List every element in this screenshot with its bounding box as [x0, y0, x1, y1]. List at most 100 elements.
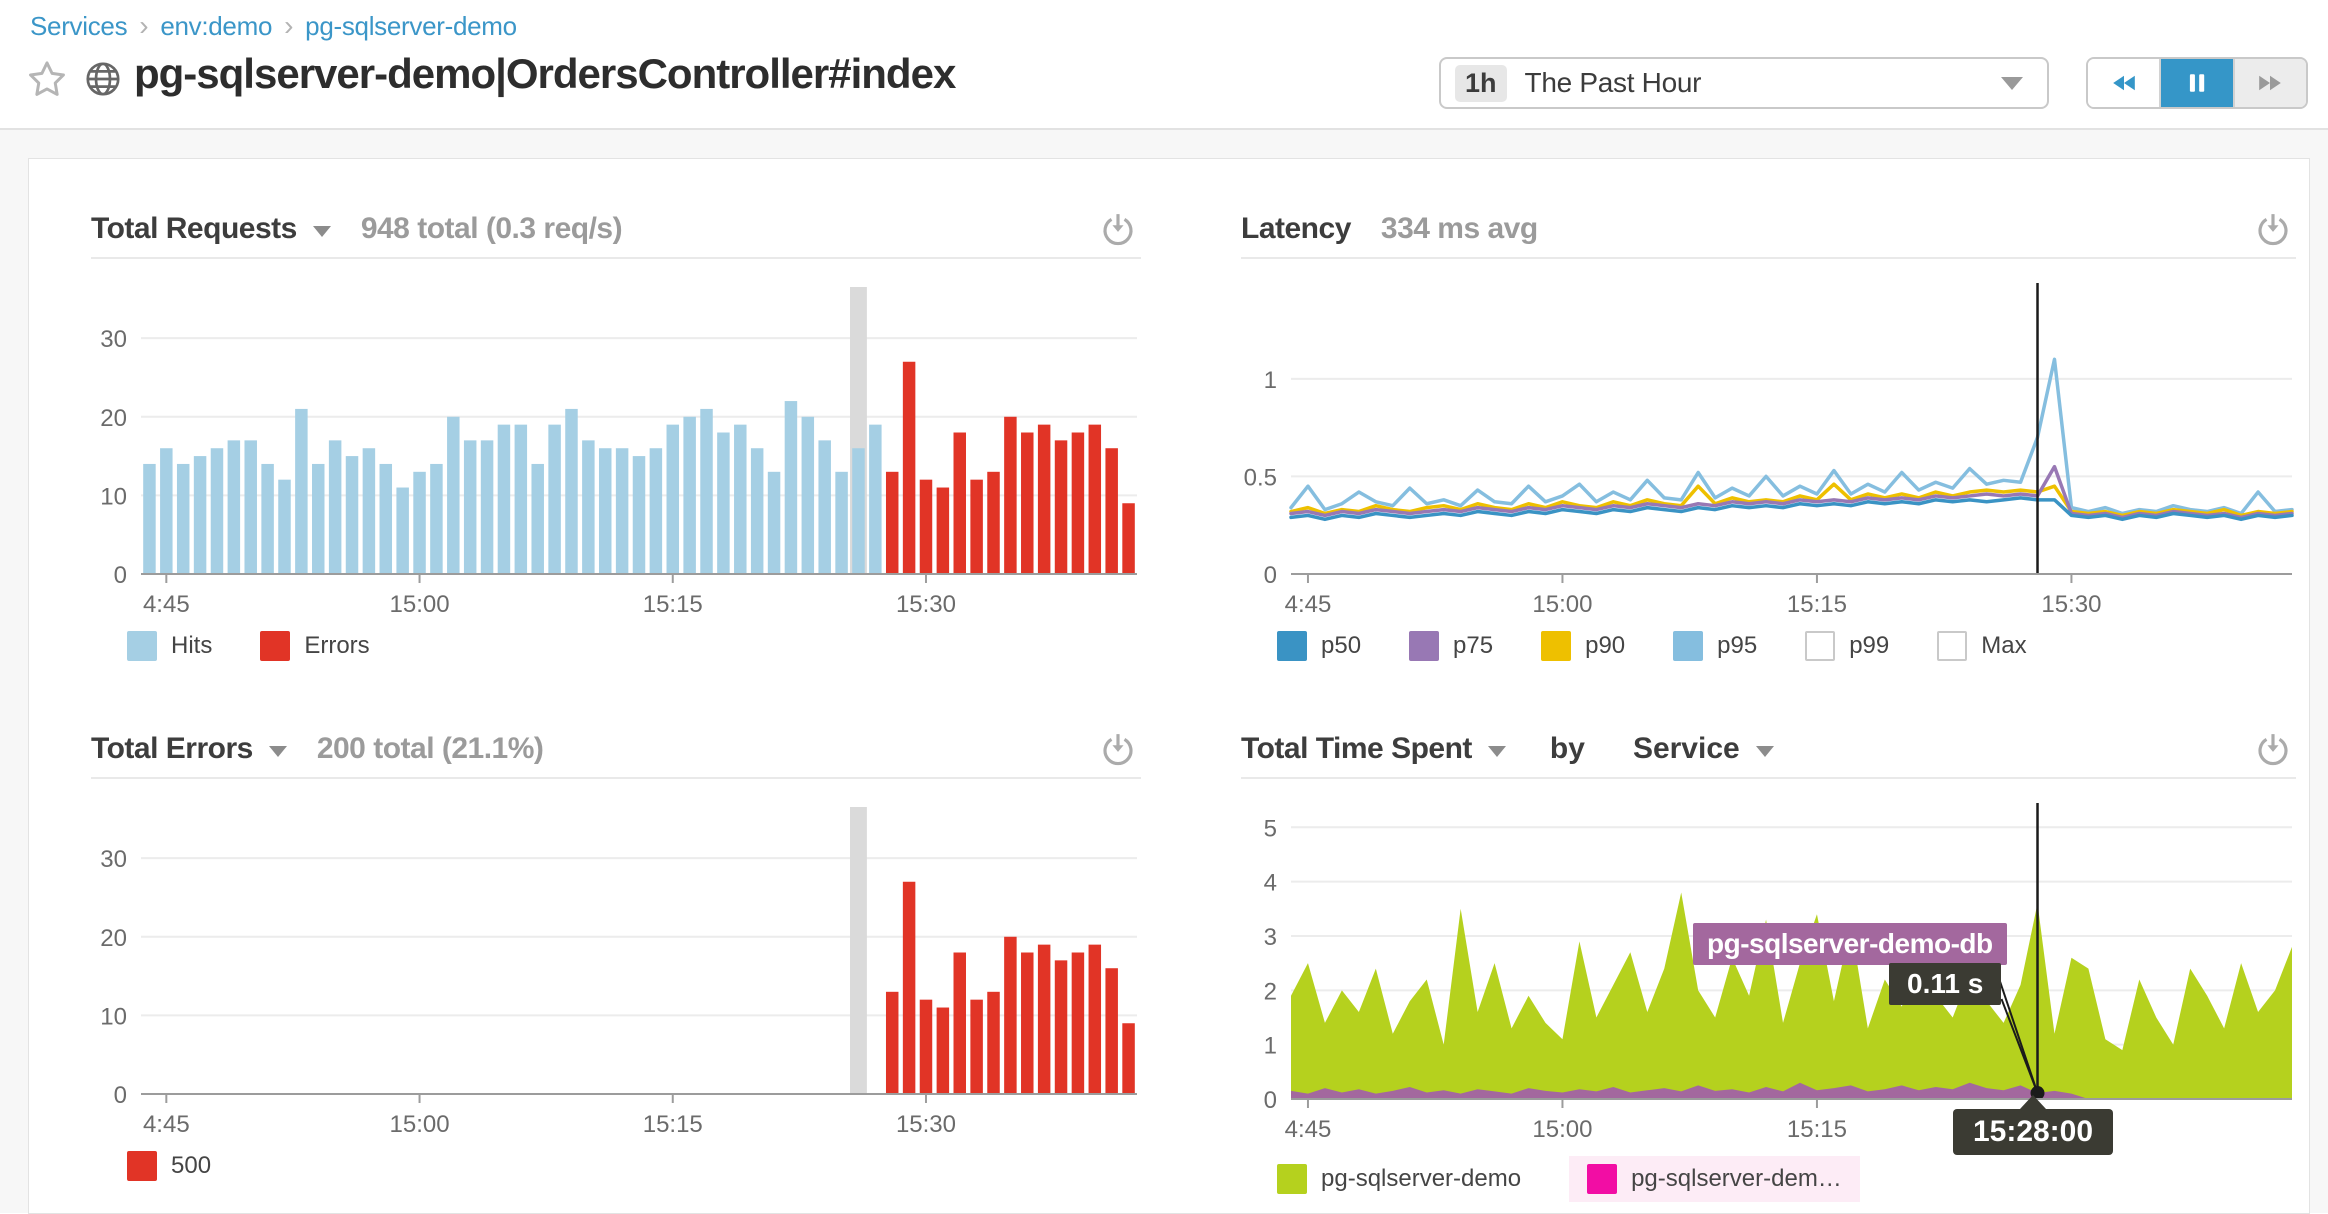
rewind-button[interactable] [2088, 59, 2162, 107]
svg-text:15:30: 15:30 [896, 591, 956, 618]
star-icon[interactable] [26, 58, 68, 100]
chevron-down-icon[interactable] [268, 745, 287, 757]
legend-swatch [1541, 631, 1572, 661]
page-title: pg-sqlserver-demo|OrdersController#index [134, 50, 956, 97]
total-time-spent-title-dropdown[interactable]: Total Time Spent [1241, 732, 1472, 765]
svg-text:30: 30 [100, 326, 127, 353]
total-errors-header: Total Errors 200 total (21.1%) [91, 721, 1141, 779]
legend-label: p90 [1585, 632, 1626, 659]
by-label: by [1549, 732, 1585, 765]
svg-text:15:15: 15:15 [643, 591, 703, 618]
fast-forward-button[interactable] [2232, 59, 2306, 107]
chevron-down-icon[interactable] [1755, 745, 1774, 757]
breadcrumb-link-service[interactable]: pg-sqlserver-demo [305, 11, 517, 41]
header-divider [0, 128, 2328, 130]
svg-text:10: 10 [100, 483, 127, 510]
total-time-spent-panel: Total Time Spent by Service 0 1 2 3 4 5 4:45 15… [1241, 721, 2296, 1202]
legend-swatch [1587, 1164, 1618, 1194]
total-requests-title-dropdown[interactable]: Total Requests [91, 212, 297, 245]
svg-text:20: 20 [100, 925, 127, 952]
chevron-down-icon[interactable] [312, 225, 331, 237]
legend-label: p50 [1321, 632, 1362, 659]
legend-swatch [127, 631, 157, 661]
legend-label: p75 [1453, 632, 1494, 659]
tooltip-arrow [2020, 1095, 2046, 1109]
svg-text:20: 20 [100, 405, 127, 432]
legend-label: Max [1981, 632, 2027, 659]
legend-label: pg-sqlserver-demo [1321, 1165, 1522, 1192]
legend-item-p75[interactable]: p75 [1409, 631, 1493, 661]
export-icon[interactable] [1099, 730, 1137, 768]
time-range-label: The Past Hour [1524, 67, 1702, 98]
time-range-badge: 1h [1455, 64, 1507, 102]
total-requests-chart[interactable]: 0 10 20 30 4:45 15:00 15:15 15:30 [91, 279, 1141, 619]
legend-item-p90[interactable]: p90 [1541, 631, 1625, 661]
legend-swatch [260, 631, 291, 661]
svg-text:0.5: 0.5 [1244, 464, 1277, 491]
playback-controls [2086, 57, 2308, 109]
legend-swatch [127, 1151, 157, 1181]
svg-text:4:45: 4:45 [143, 591, 190, 618]
latency-panel: Latency 334 ms avg 0 0.5 1 4:45 15:00 15:15 15… [1241, 201, 2296, 661]
svg-text:30: 30 [100, 846, 127, 873]
legend-item-hits[interactable]: Hits [127, 631, 212, 661]
legend-label: p95 [1717, 632, 1758, 659]
svg-text:1: 1 [1264, 367, 1277, 394]
latency-legend: p50 p75 p90 p95 p99 Max [1241, 631, 2296, 661]
legend-item-500[interactable]: 500 [127, 1151, 211, 1181]
legend-item-pg-sqlserver-dem-[interactable]: pg-sqlserver-dem… [1569, 1156, 1860, 1202]
svg-text:4:45: 4:45 [1285, 1116, 1332, 1143]
legend-label: 500 [171, 1152, 212, 1179]
total-time-spent-header: Total Time Spent by Service [1241, 721, 2296, 779]
legend-label: Hits [171, 632, 213, 659]
latency-chart[interactable]: 0 0.5 1 4:45 15:00 15:15 15:30 [1241, 279, 2296, 619]
export-icon[interactable] [2254, 210, 2292, 248]
legend-item-pg-sqlserver-demo[interactable]: pg-sqlserver-demo [1277, 1164, 1521, 1194]
hover-tooltip-value: 0.11 s [1889, 963, 2002, 1005]
export-icon[interactable] [2254, 730, 2292, 768]
total-errors-panel: Total Errors 200 total (21.1%) 0 10 20 30 4:… [91, 721, 1141, 1181]
chevron-down-icon[interactable] [1487, 745, 1506, 757]
legend-label: p99 [1849, 632, 1890, 659]
time-range-selector[interactable]: 1h The Past Hour [1439, 57, 2049, 109]
latency-title: Latency [1241, 212, 1351, 245]
svg-text:4:45: 4:45 [1285, 591, 1332, 618]
app-header: Services › env:demo › pg-sqlserver-demo pg-s… [0, 0, 2328, 128]
legend-swatch [1673, 631, 1704, 661]
breadcrumb-link-services[interactable]: Services [30, 11, 128, 41]
svg-text:15:30: 15:30 [2041, 591, 2101, 618]
svg-text:0: 0 [1264, 1087, 1277, 1114]
globe-icon [84, 60, 122, 98]
svg-text:15:15: 15:15 [1787, 591, 1847, 618]
legend-swatch [1805, 631, 1836, 661]
svg-text:0: 0 [114, 1082, 127, 1109]
svg-text:3: 3 [1264, 924, 1277, 951]
legend-item-max[interactable]: Max [1937, 631, 2027, 661]
hover-tooltip-time: 15:28:00 [1953, 1095, 2113, 1155]
legend-label: pg-sqlserver-dem… [1631, 1165, 1842, 1192]
legend-item-errors[interactable]: Errors [260, 631, 370, 661]
legend-item-p99[interactable]: p99 [1805, 631, 1889, 661]
legend-swatch [1277, 631, 1307, 661]
svg-text:4: 4 [1264, 870, 1277, 897]
svg-text:15:30: 15:30 [896, 1111, 956, 1138]
legend-item-p50[interactable]: p50 [1277, 631, 1361, 661]
legend-item-p95[interactable]: p95 [1673, 631, 1757, 661]
total-requests-legend: Hits Errors [91, 631, 1141, 661]
svg-text:5: 5 [1264, 815, 1277, 842]
breadcrumb-separator: › [139, 10, 149, 41]
legend-swatch [1937, 631, 1968, 661]
pause-button[interactable] [2161, 59, 2233, 107]
legend-label: Errors [304, 632, 370, 659]
breadcrumb-link-env[interactable]: env:demo [160, 11, 273, 41]
svg-text:15:00: 15:00 [1532, 591, 1592, 618]
latency-stat: 334 ms avg [1380, 212, 1538, 245]
legend-swatch [1277, 1164, 1307, 1194]
group-by-dropdown[interactable]: Service [1632, 732, 1740, 765]
total-errors-chart[interactable]: 0 10 20 30 4:45 15:00 15:15 15:30 [91, 799, 1141, 1139]
total-time-spent-chart[interactable]: 0 1 2 3 4 5 4:45 15:00 15:15 [1241, 799, 2296, 1144]
latency-header: Latency 334 ms avg [1241, 201, 2296, 259]
svg-text:15:15: 15:15 [1787, 1116, 1847, 1143]
export-icon[interactable] [1099, 210, 1137, 248]
total-errors-title-dropdown[interactable]: Total Errors [91, 732, 253, 765]
